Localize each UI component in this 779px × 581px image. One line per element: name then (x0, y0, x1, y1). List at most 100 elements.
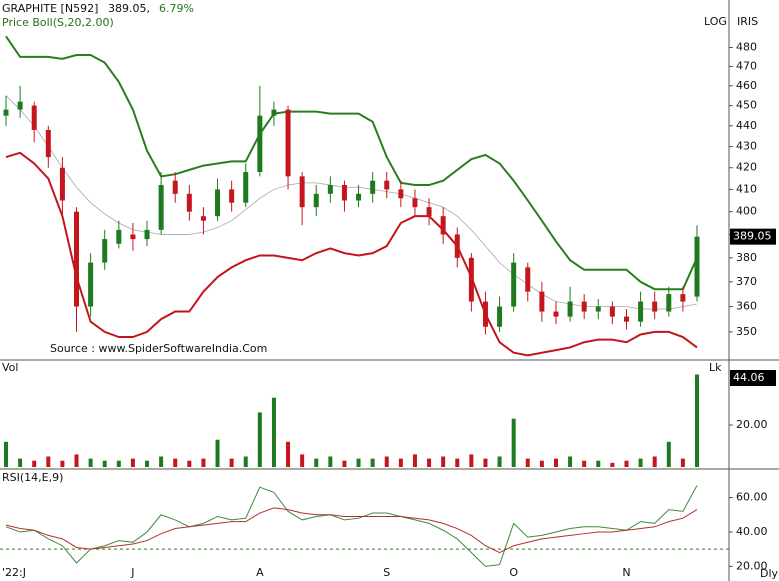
candle-body (59, 167, 65, 201)
candle-body (257, 115, 263, 173)
y-tick-label: 370 (736, 275, 757, 288)
volume-bar (342, 460, 347, 467)
y-tick-label: 440 (736, 119, 757, 132)
y-tick-label: 60.00 (736, 491, 768, 504)
volume-bar (582, 460, 587, 467)
candle-body (327, 185, 333, 194)
volume-bar (215, 439, 220, 467)
panel-title: RSI(14,E,9) (2, 471, 63, 484)
candle-body (356, 193, 362, 201)
volume-bar (610, 462, 615, 467)
volume-bar (525, 458, 530, 467)
candle-body (271, 109, 277, 116)
panel-title: Vol (2, 361, 18, 374)
candle-body (243, 172, 249, 203)
volume-bar (469, 454, 474, 467)
candle-body (17, 101, 23, 110)
volume-bar (398, 458, 403, 467)
volume-bar (32, 460, 37, 467)
volume-bar (173, 458, 178, 467)
candle-body (440, 216, 446, 235)
candle-body (511, 262, 517, 307)
x-tick-label: J (130, 566, 134, 579)
candle-body (412, 198, 418, 208)
candle-body (144, 229, 150, 240)
volume-bar (624, 460, 629, 467)
volume-bar (370, 458, 375, 467)
candle-body (581, 301, 587, 312)
volume-bar (328, 456, 333, 467)
rsi-line (5, 507, 698, 554)
value-box-label: 44.06 (733, 371, 765, 384)
volume-bar (553, 458, 558, 467)
volume-bar (568, 456, 573, 467)
volume-bar (201, 458, 206, 467)
candle-body (567, 301, 573, 317)
volume-bar (4, 441, 8, 467)
change: 6.79% (159, 2, 194, 15)
candle-body (285, 109, 291, 177)
source: Source : www.SpiderSoftwareIndia.Com (50, 342, 267, 355)
candle-body (609, 306, 615, 317)
value-box-label: 389.05 (733, 230, 772, 243)
candle-body (652, 301, 658, 312)
volume-bar (427, 458, 432, 467)
y-tick-label: 480 (736, 40, 757, 53)
volume-bar (314, 458, 319, 467)
volume-bar (286, 441, 291, 467)
candle-body (200, 216, 206, 221)
volume-bar (539, 460, 544, 467)
candle-body (229, 189, 235, 203)
volume-bar (483, 458, 488, 467)
volume-bar (60, 460, 65, 467)
candle-body (172, 180, 178, 194)
scale-label: IRIS (737, 15, 758, 28)
volume-bar (666, 441, 671, 467)
volume-bar (130, 458, 135, 467)
volume-bar (497, 456, 502, 467)
y-tick-label: 350 (736, 325, 757, 338)
period: Dly (760, 567, 779, 580)
candle-body (666, 294, 672, 312)
volume-bar (257, 412, 262, 467)
candle-body (595, 306, 601, 312)
y-tick-label: 20.00 (736, 418, 768, 431)
candle-body (553, 311, 559, 317)
y-tick-label: 20.00 (736, 559, 768, 572)
candle-body (468, 257, 474, 302)
candle-body (74, 211, 80, 307)
candle-body (623, 316, 629, 322)
candle-body (130, 234, 136, 240)
y-tick-label: 410 (736, 182, 757, 195)
volume-bar (102, 460, 107, 467)
rsi-line (5, 485, 698, 567)
candle-body (158, 185, 164, 230)
candle-body (384, 180, 390, 190)
volume-bar (116, 460, 121, 467)
scale-label: LOG (704, 15, 727, 28)
x-tick-label: S (383, 566, 390, 579)
volume-bar (271, 397, 276, 467)
bollinger-band (5, 35, 698, 291)
value-box (730, 370, 776, 386)
volume-bar (187, 460, 192, 467)
candle-body (454, 234, 460, 258)
candle-body (45, 129, 51, 158)
volume-bar (511, 418, 516, 467)
volume-bar (159, 456, 164, 467)
candle-body (680, 294, 686, 302)
x-tick-label: A (256, 566, 264, 579)
candle-body (313, 193, 319, 208)
volume-bar (412, 454, 417, 467)
candle-body (694, 236, 700, 297)
volume-bar (441, 456, 446, 467)
y-tick-label: 420 (736, 161, 757, 174)
unit: Lk (709, 361, 722, 374)
candle-body (31, 105, 37, 130)
price: 389.05, (108, 2, 150, 15)
volume-bar (18, 458, 23, 467)
candle-body (116, 229, 122, 244)
x-tick-label: '22:J (2, 566, 26, 579)
